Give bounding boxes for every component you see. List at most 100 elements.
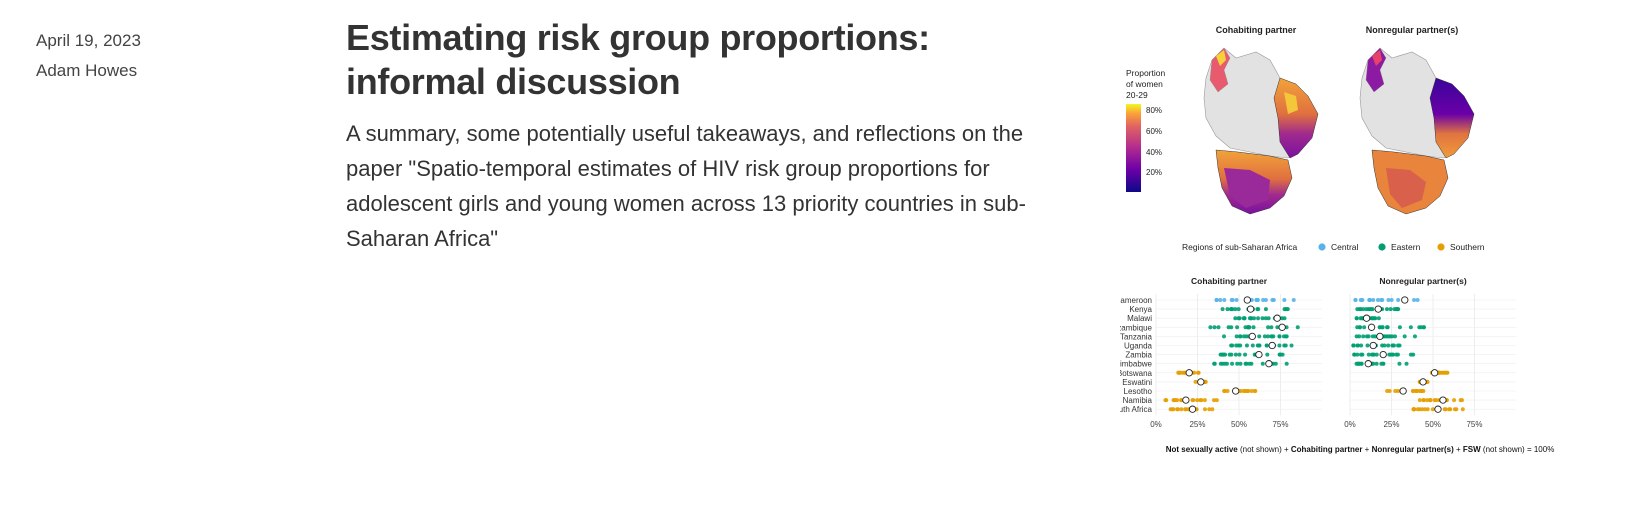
dotplot-district-point [1408,325,1413,330]
dotplot-country-label: Uganda [1124,342,1153,351]
dotplot-district-point [1233,316,1238,321]
dotplot-district-point [1394,307,1399,312]
dotplot-district-point [1374,352,1379,357]
dotplot-district-point [1264,343,1269,348]
dotplot-district-point [1242,389,1247,393]
dotplot-district-point [1384,307,1389,312]
dotplot-district-point [1417,389,1422,393]
dotplot-national-estimate-point [1439,396,1447,404]
dotplot-district-point [1212,398,1217,403]
dotplot-district-point [1374,361,1379,366]
dotplot-district-point [1283,343,1288,348]
dotplot-national-estimate-point [1364,360,1372,368]
dotplot-national-estimate-point [1379,350,1387,359]
dotplot-district-point [1269,334,1274,339]
dotplot-national-estimate-point [1255,350,1263,359]
dotplot-national-estimate-point [1185,369,1193,377]
footer-cohabiting: Cohabiting partner [1291,445,1363,454]
dotplot-district-point [1371,316,1376,321]
dotplot-district-point [1370,307,1375,312]
dotplot-district-point [1238,334,1243,339]
map-panel-title-nonregular: Nonregular partner(s) [1366,25,1459,35]
dotplot-district-point [1229,298,1234,302]
dotplot-district-point [1175,407,1180,412]
dotplot-district-point [1361,334,1366,339]
dotplot-district-point [1228,307,1233,312]
dotplot-district-point [1460,407,1465,412]
footer-fsw: FSW [1463,445,1481,454]
dotplot-district-point [1195,398,1200,403]
dotplot-district-point [1387,389,1392,393]
map-region-southern-inner [1224,168,1270,208]
dotplot-district-point [1452,398,1457,403]
dotplot-district-point [1378,325,1383,330]
dotplot-district-point [1291,298,1296,302]
dotplot-chart: Cohabiting partner 0% 25% 50% 75% CameroonKen… [1106,276,1516,429]
dotplot-district-point [1280,316,1285,321]
dotplot-district-point [1220,361,1225,366]
post-author[interactable]: Adam Howes [36,61,138,80]
post-title-line-1[interactable]: Estimating risk group proportions: [346,17,930,58]
dotplot-district-point [1230,361,1235,366]
dotplot-district-point [1389,298,1394,302]
dotplot-national-estimate-point [1197,378,1205,386]
dotplot-district-point [1257,334,1262,339]
dotplot-national-estimate-point [1182,396,1190,404]
dotplot-x-tick-label: 75% [1272,420,1288,429]
dotplot-district-point [1236,307,1241,312]
dotplot-district-point [1275,325,1280,330]
dotplot-national-estimate-point [1246,305,1255,313]
dotplot-national-estimate-point [1278,323,1286,331]
dotplot-district-point [1227,352,1232,357]
dotplot-national-estimate-point [1268,341,1276,350]
post-date: April 19, 2023 [36,31,141,50]
dotplot-country-label: Mozambique [1120,323,1153,332]
dotplot-district-point [1381,361,1386,366]
dotplot-district-point [1365,343,1370,348]
dotplot-country-label: Namibia [1123,396,1153,405]
dotplot-district-point [1386,298,1391,302]
dotplot-district-point [1355,343,1360,348]
dotplot-district-point [1371,298,1376,302]
dotplot-district-point [1183,407,1188,412]
dotplot-country-label: Tanzania [1120,332,1153,341]
dotplot-district-point [1458,398,1463,403]
dotplot-district-point [1235,361,1240,366]
dotplot-district-point [1250,343,1255,348]
dotplot-district-point [1351,343,1356,348]
dotplot-district-point [1397,325,1402,330]
dotplot-district-point [1397,343,1402,348]
dotplot-district-point [1414,389,1419,393]
dotplot-district-point [1253,389,1258,393]
dotplot-district-point [1233,307,1238,312]
dotplot-district-point [1266,316,1271,321]
figure-footer-formula: Not sexually active (not shown) + Cohabi… [1166,445,1555,454]
dotplot-district-point [1202,407,1207,412]
dotplot-national-estimate-point [1273,314,1281,322]
dotplot-district-point [1237,352,1242,357]
dotplot-panel-title: Cohabiting partner [1191,276,1268,286]
dotplot-district-point [1364,334,1369,339]
dotplot-national-estimate-point [1419,378,1427,386]
dotplot-district-point [1244,343,1249,348]
dotplot-district-point [1420,407,1425,412]
dotplot-district-point [1263,298,1268,302]
dotplot-district-point [1421,325,1426,330]
dotplot-district-point [1395,352,1400,357]
dotplot-district-point [1243,352,1248,357]
dotplot-x-tick-label: 25% [1383,420,1399,429]
post-title[interactable]: Estimating risk group proportions: infor… [346,16,1046,104]
dotplot-district-point [1354,316,1359,321]
dotplot-district-point [1241,316,1246,321]
post-title-line-2[interactable]: informal discussion [346,61,681,102]
dotplot-district-point [1358,307,1363,312]
dotplot-district-point [1170,407,1175,412]
dotplot-district-point [1262,334,1267,339]
map-legend-title-line-1: Proportion [1126,68,1165,78]
region-legend-eastern-label: Eastern [1391,242,1421,252]
post-thumbnail-figure[interactable]: Cohabiting partner Nonregular partner(s)… [1106,18,1600,488]
dotplot-district-point [1208,325,1213,330]
map-legend-tick: 20% [1146,168,1162,177]
dotplot-district-point [1444,370,1449,375]
dotplot-national-estimate-point [1369,341,1377,350]
